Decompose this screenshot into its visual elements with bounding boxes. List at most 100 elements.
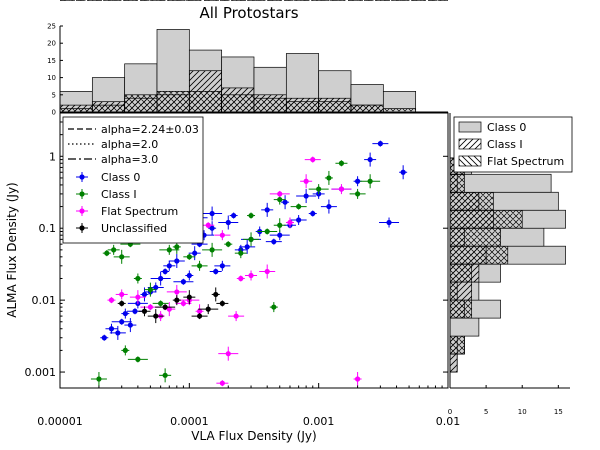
scatter-axes: 0.00001 0.0001 0.001 0.01 0.001 0.01 0.1 1 bbox=[25, 121, 460, 428]
right-hist-bar-flat bbox=[449, 335, 465, 355]
top-hist-bar-flat bbox=[382, 108, 417, 113]
right-hist-bar-classI bbox=[449, 353, 458, 373]
point-class-0 bbox=[101, 335, 107, 341]
scatter-plot-frame bbox=[59, 112, 449, 389]
right-hist-bar-flat bbox=[449, 209, 523, 229]
point-flat-spectrum bbox=[225, 351, 231, 357]
top-hist-tick-label: 0 bbox=[52, 109, 56, 117]
point-class-0 bbox=[166, 263, 172, 269]
right-hist-tick-label: 0 bbox=[448, 408, 452, 416]
point-flat-spectrum bbox=[219, 380, 225, 386]
point-flat-spectrum bbox=[205, 222, 211, 228]
right-hist-tick-label: 10 bbox=[518, 408, 527, 416]
top-hist-bar-flat bbox=[124, 94, 158, 113]
point-flat-spectrum bbox=[147, 304, 154, 310]
legend-marker bbox=[79, 191, 85, 197]
point-class-0 bbox=[303, 193, 309, 199]
legend-series-label: Unclassified bbox=[101, 222, 167, 235]
point-unclassified bbox=[119, 300, 125, 307]
right-hist-bar-flat bbox=[449, 263, 473, 283]
point-class-i bbox=[277, 196, 283, 203]
right-hist-tick-label: 5 bbox=[484, 408, 488, 416]
point-class-i bbox=[162, 372, 168, 378]
point-class-0 bbox=[186, 272, 192, 279]
point-unclassified bbox=[174, 297, 180, 303]
point-class-i bbox=[147, 287, 154, 293]
scatter-legend: alpha=2.24±0.03 alpha=2.0 alpha=3.0 Class … bbox=[62, 116, 204, 244]
right-hist-bar-flat bbox=[449, 245, 509, 265]
histogram-legend: Class 0 Class I Flat Spectrum bbox=[453, 116, 573, 173]
top-hist-bar-flat bbox=[285, 101, 320, 113]
point-class-0 bbox=[367, 156, 373, 163]
point-class-0 bbox=[377, 141, 383, 147]
top-hist-tick-label: 25 bbox=[47, 23, 56, 31]
point-flat-spectrum bbox=[303, 178, 309, 184]
right-hist-tick-label: 15 bbox=[554, 408, 563, 416]
top-hist-bar-flat bbox=[156, 91, 190, 113]
point-class-0 bbox=[225, 219, 231, 226]
legend-line-label: alpha=2.24±0.03 bbox=[101, 123, 199, 136]
point-flat-spectrum bbox=[338, 186, 345, 192]
point-flat-spectrum bbox=[310, 156, 316, 163]
top-hist-bar-flat bbox=[91, 104, 126, 113]
legend-series-label: Class 0 bbox=[101, 171, 140, 184]
legend-line-label: alpha=3.0 bbox=[101, 153, 158, 166]
point-unclassified bbox=[213, 291, 219, 298]
point-class-0 bbox=[310, 210, 316, 217]
point-class-0 bbox=[141, 291, 148, 298]
point-class-0 bbox=[209, 210, 215, 217]
point-flat-spectrum bbox=[264, 268, 270, 275]
legend-marker bbox=[79, 225, 85, 231]
point-class-i bbox=[271, 304, 277, 310]
point-unclassified bbox=[196, 313, 203, 319]
point-unclassified bbox=[153, 313, 159, 319]
top-hist-bar-flat bbox=[350, 104, 384, 113]
top-hist-bar-flat bbox=[59, 108, 93, 113]
point-class-i bbox=[248, 212, 254, 219]
point-unclassified bbox=[205, 306, 211, 312]
point-class-i bbox=[166, 247, 172, 253]
point-flat-spectrum bbox=[119, 291, 125, 298]
point-class-i bbox=[248, 236, 254, 242]
y-tick-label: 0.001 bbox=[25, 366, 57, 379]
point-flat-spectrum bbox=[354, 376, 361, 382]
point-unclassified bbox=[186, 294, 192, 300]
point-flat-spectrum bbox=[196, 308, 203, 314]
point-class-i bbox=[186, 254, 192, 260]
top-hist-tick-label: 20 bbox=[47, 40, 56, 48]
point-class-0 bbox=[244, 244, 250, 250]
legend-marker bbox=[79, 208, 85, 214]
hist-legend-classI: Class I bbox=[487, 138, 523, 151]
point-flat-spectrum bbox=[108, 297, 115, 303]
x-axis-label: VLA Flux Density (Jy) bbox=[191, 429, 316, 443]
point-flat-spectrum bbox=[135, 294, 141, 300]
point-class-0 bbox=[153, 284, 159, 291]
point-class-0 bbox=[127, 322, 133, 328]
point-class-0 bbox=[282, 199, 288, 205]
right-hist-bar-flat bbox=[449, 173, 465, 193]
point-class-i bbox=[174, 244, 180, 250]
point-class-i bbox=[225, 241, 231, 247]
y-tick-label: 1 bbox=[49, 150, 56, 163]
point-class-i bbox=[104, 250, 110, 256]
hist-legend-flat: Flat Spectrum bbox=[487, 155, 564, 168]
top-hist-bar-flat bbox=[318, 101, 352, 113]
point-class-0 bbox=[115, 330, 121, 336]
point-unclassified bbox=[141, 308, 148, 314]
point-class-0 bbox=[108, 326, 115, 332]
point-class-i bbox=[158, 300, 164, 307]
point-class-i bbox=[264, 228, 270, 235]
point-class-0 bbox=[122, 310, 128, 317]
right-hist-bar-flat bbox=[449, 281, 458, 301]
top-hist-bar-flat bbox=[253, 97, 287, 113]
top-hist-bar-flat bbox=[221, 94, 255, 113]
top-hist-tick-label: 15 bbox=[47, 57, 56, 65]
point-class-i bbox=[296, 203, 302, 210]
right-histogram: 0 5 10 15 bbox=[448, 113, 570, 416]
point-class-0 bbox=[213, 268, 219, 275]
point-flat-spectrum bbox=[180, 300, 187, 307]
point-class-i bbox=[277, 222, 283, 228]
right-hist-bar-class0 bbox=[449, 317, 480, 337]
point-class-0 bbox=[162, 268, 168, 275]
point-class-0 bbox=[219, 263, 225, 269]
